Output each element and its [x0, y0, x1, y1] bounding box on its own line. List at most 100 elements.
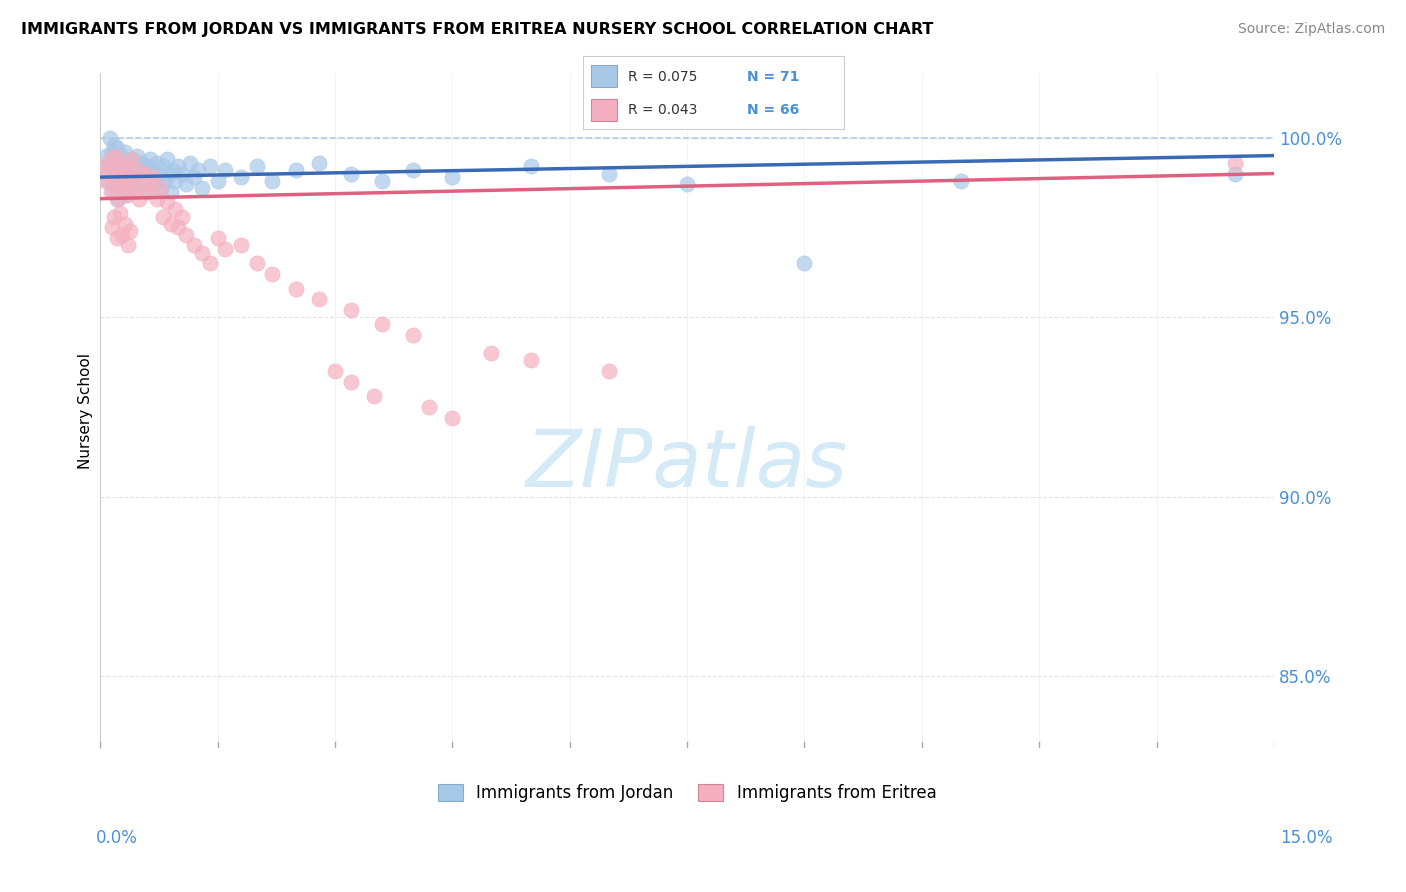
- Point: [107, 192, 129, 206]
- Point: [163, 202, 186, 217]
- Point: [93, 160, 115, 174]
- Point: [98, 152, 121, 166]
- Point: [167, 220, 190, 235]
- Point: [246, 256, 269, 270]
- Point: [118, 181, 141, 195]
- Point: [339, 375, 361, 389]
- Text: 0.0%: 0.0%: [96, 829, 138, 847]
- Text: IMMIGRANTS FROM JORDAN VS IMMIGRANTS FROM ERITREA NURSERY SCHOOL CORRELATION CHA: IMMIGRANTS FROM JORDAN VS IMMIGRANTS FRO…: [21, 22, 934, 37]
- Point: [441, 170, 464, 185]
- Point: [159, 185, 181, 199]
- Point: [112, 160, 135, 174]
- Point: [284, 163, 307, 178]
- Point: [598, 364, 620, 378]
- Point: [191, 181, 214, 195]
- Point: [125, 148, 148, 162]
- Point: [142, 163, 165, 178]
- Point: [118, 178, 141, 192]
- Point: [101, 160, 124, 174]
- Bar: [592, 99, 617, 120]
- Point: [108, 163, 131, 178]
- Point: [174, 178, 197, 192]
- Point: [157, 167, 180, 181]
- Point: [214, 163, 236, 178]
- Point: [103, 137, 125, 152]
- Point: [131, 155, 153, 169]
- Point: [145, 155, 167, 169]
- Point: [115, 188, 138, 202]
- Point: [107, 141, 129, 155]
- Point: [108, 163, 131, 178]
- Text: R = 0.043: R = 0.043: [627, 103, 697, 117]
- Point: [101, 185, 124, 199]
- Point: [246, 160, 269, 174]
- Point: [124, 185, 146, 199]
- Point: [139, 170, 162, 185]
- Point: [101, 220, 124, 235]
- Point: [121, 152, 143, 166]
- Text: R = 0.075: R = 0.075: [627, 70, 697, 84]
- Point: [97, 174, 120, 188]
- Point: [191, 245, 214, 260]
- Point: [153, 174, 176, 188]
- Point: [183, 238, 205, 252]
- Point: [136, 160, 159, 174]
- Point: [371, 174, 394, 188]
- Point: [519, 353, 541, 368]
- Point: [122, 167, 145, 181]
- Point: [118, 224, 141, 238]
- Point: [152, 160, 174, 174]
- Point: [138, 152, 160, 166]
- Point: [142, 170, 165, 185]
- Point: [111, 155, 134, 169]
- Point: [159, 217, 181, 231]
- Point: [96, 174, 118, 188]
- Point: [132, 167, 155, 181]
- Legend: Immigrants from Jordan, Immigrants from Eritrea: Immigrants from Jordan, Immigrants from …: [432, 778, 943, 809]
- Point: [117, 167, 139, 181]
- Point: [371, 318, 394, 332]
- Text: ZIPatlas: ZIPatlas: [526, 425, 848, 504]
- Point: [418, 400, 440, 414]
- Point: [162, 163, 184, 178]
- Point: [402, 163, 425, 178]
- Point: [104, 152, 127, 166]
- Point: [114, 145, 136, 159]
- Point: [97, 167, 120, 181]
- Point: [174, 227, 197, 242]
- Point: [363, 389, 385, 403]
- Point: [98, 155, 121, 169]
- Text: N = 66: N = 66: [748, 103, 800, 117]
- Point: [131, 174, 153, 188]
- Point: [111, 227, 134, 242]
- Point: [100, 185, 122, 199]
- Point: [145, 192, 167, 206]
- Point: [198, 160, 221, 174]
- Point: [172, 167, 194, 181]
- Point: [110, 181, 132, 195]
- Point: [308, 293, 330, 307]
- Point: [104, 148, 127, 162]
- Text: 15.0%: 15.0%: [1281, 829, 1333, 847]
- Text: Source: ZipAtlas.com: Source: ZipAtlas.com: [1237, 22, 1385, 37]
- Point: [339, 303, 361, 318]
- Point: [793, 256, 815, 270]
- Point: [187, 163, 209, 178]
- Point: [111, 178, 134, 192]
- Point: [118, 155, 141, 169]
- Point: [143, 178, 166, 192]
- Point: [124, 174, 146, 188]
- Point: [110, 148, 132, 162]
- Point: [198, 256, 221, 270]
- Point: [150, 181, 173, 195]
- Point: [262, 267, 284, 281]
- Point: [139, 178, 162, 192]
- Point: [165, 174, 187, 188]
- Point: [104, 167, 127, 181]
- Point: [152, 210, 174, 224]
- Point: [149, 181, 172, 195]
- Point: [519, 160, 541, 174]
- Point: [107, 231, 129, 245]
- Point: [114, 167, 136, 181]
- Point: [117, 238, 139, 252]
